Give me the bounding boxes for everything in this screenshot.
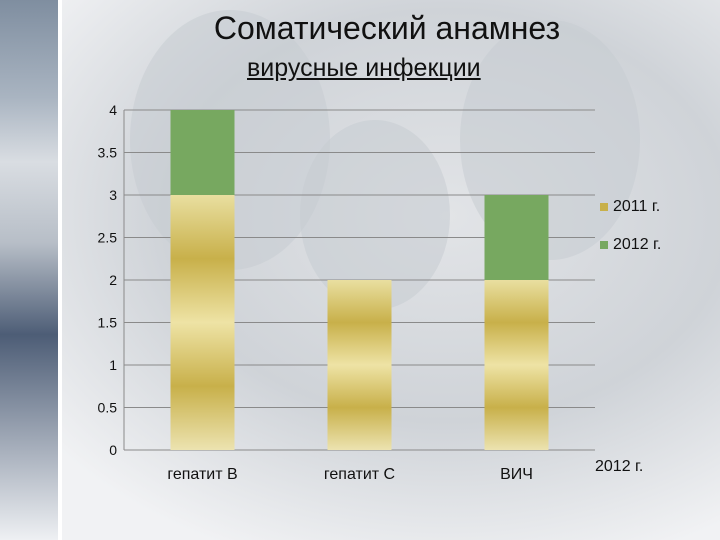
- background-person-shape: [300, 120, 450, 310]
- legend-swatch-2012: [600, 240, 608, 249]
- legend-item-2011: 2011 г.: [600, 198, 660, 216]
- y-tick-label: 1.5: [98, 315, 118, 331]
- y-tick-label: 2: [109, 272, 117, 288]
- bar-2011: [327, 280, 392, 450]
- x-axis-ticks: гепатит В гепатит С ВИЧ: [167, 466, 533, 483]
- y-tick-label: 4: [109, 102, 117, 118]
- y-axis-ticks: 0 0.5 1 1.5 2 2.5 3 3.5 4: [98, 102, 118, 458]
- legend-swatch-2011: [600, 202, 608, 211]
- bar-2011: [484, 280, 549, 450]
- y-tick-label: 1: [109, 357, 117, 373]
- bars: [170, 110, 549, 450]
- medical-photo-strip: [0, 0, 62, 540]
- x-tick-label: ВИЧ: [500, 466, 533, 483]
- bar-2011: [170, 195, 235, 450]
- y-tick-label: 3: [109, 187, 117, 203]
- y-tick-label: 3.5: [98, 145, 118, 161]
- slide-subtitle: вирусные инфекции: [247, 54, 481, 82]
- legend-label-2012: 2012 г.: [613, 236, 662, 253]
- y-tick-label: 2.5: [98, 230, 118, 246]
- legend-item-2012: 2012 г.: [600, 236, 661, 254]
- bar-2012: [484, 195, 549, 280]
- slide-title: Соматический анамнез: [213, 10, 561, 46]
- legend-label-2011: 2011 г.: [613, 198, 661, 215]
- y-tick-label: 0: [109, 442, 117, 458]
- bar-2012: [170, 110, 235, 195]
- stray-series-label: 2012 г.: [595, 458, 644, 475]
- x-tick-label: гепатит С: [324, 466, 395, 483]
- x-tick-label: гепатит В: [167, 466, 237, 483]
- y-tick-label: 0.5: [98, 400, 118, 416]
